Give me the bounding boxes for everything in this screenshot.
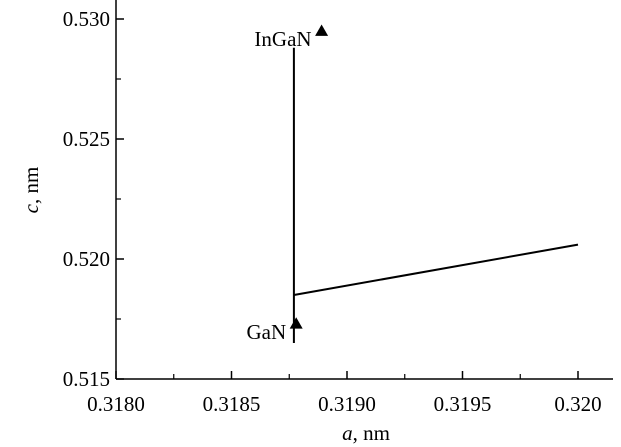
y-tick-label: 0.515 <box>63 367 110 391</box>
y-ticks: 0.515 0.520 0.525 0.530 <box>63 7 124 391</box>
y-minor-ticks <box>116 78 121 320</box>
x-ticks: 0.3180 0.3185 0.3190 0.3195 0.320 <box>87 371 602 416</box>
y-tick-label: 0.525 <box>63 127 110 151</box>
y-tick-label: 0.530 <box>63 7 110 31</box>
x-tick-label: 0.320 <box>554 392 601 416</box>
triangle-marker <box>289 317 303 329</box>
x-tick-label: 0.3190 <box>318 392 376 416</box>
x-axis-label: a, nm <box>342 421 390 445</box>
y-axis-label: c, nm <box>19 167 43 214</box>
point-label: GaN <box>247 320 287 344</box>
x-minor-ticks <box>173 374 521 379</box>
x-tick-label: 0.3180 <box>87 392 145 416</box>
x-tick-label: 0.3185 <box>203 392 261 416</box>
x-tick-label: 0.3195 <box>434 392 492 416</box>
data-points: InGaN GaN <box>247 24 329 344</box>
triangle-marker <box>315 24 329 36</box>
point-label: InGaN <box>254 27 311 51</box>
y-tick-label: 0.520 <box>63 247 110 271</box>
data-line <box>293 243 579 296</box>
data-lines <box>292 47 579 343</box>
